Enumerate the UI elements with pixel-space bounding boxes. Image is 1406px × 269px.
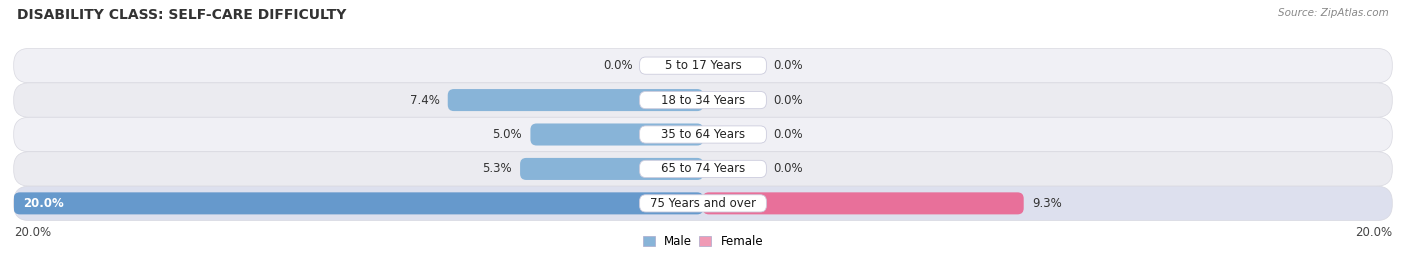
Text: 65 to 74 Years: 65 to 74 Years (661, 162, 745, 175)
Text: 5 to 17 Years: 5 to 17 Years (665, 59, 741, 72)
Text: 0.0%: 0.0% (773, 162, 803, 175)
Text: 0.0%: 0.0% (773, 128, 803, 141)
FancyBboxPatch shape (530, 123, 703, 146)
FancyBboxPatch shape (14, 117, 1392, 152)
Legend: Male, Female: Male, Female (638, 230, 768, 253)
Text: 7.4%: 7.4% (409, 94, 440, 107)
Text: 0.0%: 0.0% (773, 59, 803, 72)
FancyBboxPatch shape (640, 195, 766, 212)
Text: 0.0%: 0.0% (773, 94, 803, 107)
FancyBboxPatch shape (640, 91, 766, 109)
Text: 0.0%: 0.0% (603, 59, 633, 72)
Text: 18 to 34 Years: 18 to 34 Years (661, 94, 745, 107)
FancyBboxPatch shape (14, 48, 1392, 83)
FancyBboxPatch shape (14, 186, 1392, 221)
Text: 75 Years and over: 75 Years and over (650, 197, 756, 210)
Text: Source: ZipAtlas.com: Source: ZipAtlas.com (1278, 8, 1389, 18)
Text: 5.3%: 5.3% (482, 162, 512, 175)
Text: DISABILITY CLASS: SELF-CARE DIFFICULTY: DISABILITY CLASS: SELF-CARE DIFFICULTY (17, 8, 346, 22)
FancyBboxPatch shape (14, 83, 1392, 117)
FancyBboxPatch shape (640, 57, 766, 74)
FancyBboxPatch shape (640, 160, 766, 178)
FancyBboxPatch shape (520, 158, 703, 180)
Text: 35 to 64 Years: 35 to 64 Years (661, 128, 745, 141)
FancyBboxPatch shape (14, 192, 703, 214)
Text: 5.0%: 5.0% (492, 128, 522, 141)
Text: 20.0%: 20.0% (14, 226, 51, 239)
Text: 20.0%: 20.0% (1355, 226, 1392, 239)
FancyBboxPatch shape (14, 152, 1392, 186)
FancyBboxPatch shape (640, 126, 766, 143)
Text: 9.3%: 9.3% (1032, 197, 1062, 210)
Text: 20.0%: 20.0% (22, 197, 63, 210)
FancyBboxPatch shape (447, 89, 703, 111)
FancyBboxPatch shape (703, 192, 1024, 214)
